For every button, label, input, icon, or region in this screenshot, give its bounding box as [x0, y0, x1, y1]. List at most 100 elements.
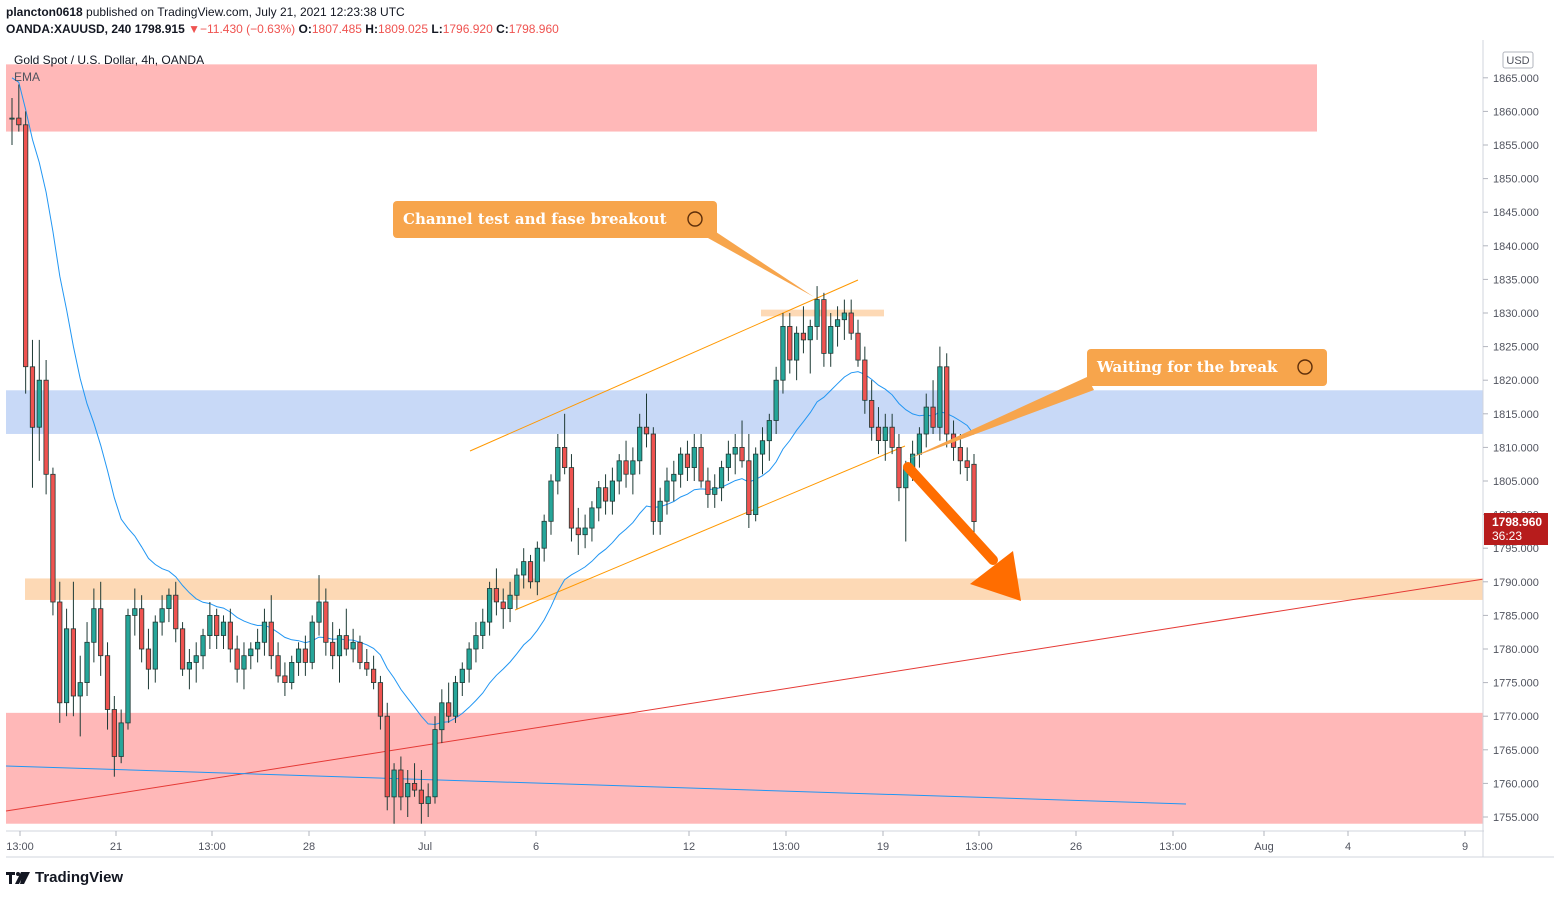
- callouts-layer: Channel test and fase breakout Waiting f…: [393, 201, 1327, 601]
- candle: [766, 413, 772, 461]
- candle: [370, 655, 377, 690]
- candle-body: [691, 446, 697, 468]
- publisher-name[interactable]: plancton0618: [6, 5, 83, 19]
- candle: [77, 655, 83, 737]
- channel-lower-line[interactable]: [514, 445, 906, 611]
- candle-body: [439, 702, 445, 731]
- callout-2-pointer: [908, 377, 1094, 459]
- candle: [828, 313, 834, 367]
- candle: [705, 467, 711, 508]
- candle: [132, 588, 138, 636]
- callout-2-box[interactable]: [1087, 349, 1327, 386]
- resistance-zone[interactable]: [6, 390, 1483, 434]
- price-tick-label: 1830.000: [1493, 308, 1539, 320]
- candle-body: [678, 453, 684, 475]
- candle: [357, 635, 363, 670]
- bar-countdown: 36:23: [1492, 529, 1522, 543]
- candle: [309, 615, 315, 670]
- candle-body: [473, 635, 479, 650]
- candle-body: [370, 668, 377, 684]
- candle-body: [957, 446, 963, 462]
- candle-body: [596, 487, 602, 509]
- candle: [841, 299, 847, 340]
- channel-upper-line[interactable]: [469, 279, 859, 452]
- symbol-header: OANDA:XAUUSD, 240 1798.915 ▼−11.430 (−0.…: [6, 22, 559, 36]
- candle: [971, 454, 977, 536]
- candle: [446, 682, 452, 723]
- candle-body: [800, 332, 807, 341]
- candle: [739, 420, 745, 468]
- candle-body: [937, 366, 943, 428]
- candle-body: [773, 379, 779, 421]
- callout-1-pointer: [690, 228, 814, 297]
- candle: [377, 675, 384, 730]
- candle-body: [718, 467, 725, 489]
- time-axis[interactable]: 13:00 21 13:00 28 Jul 6 12 13:00 19 13:00 26 13:00 A…: [6, 830, 1554, 858]
- candle-body: [139, 608, 145, 650]
- chart-legend-title: Gold Spot / U.S. Dollar, 4h, OANDA: [14, 53, 205, 67]
- candle-body: [841, 312, 847, 321]
- support-zone[interactable]: [25, 578, 1483, 600]
- price-tick-label: 1755.000: [1493, 812, 1539, 824]
- candle-body: [125, 615, 131, 724]
- candle: [466, 642, 472, 683]
- price-tick-label: 1810.000: [1493, 442, 1539, 454]
- candle-body: [821, 299, 827, 354]
- candle-body: [186, 662, 192, 670]
- candle-body: [930, 406, 936, 428]
- price-axis[interactable]: 1755.000 1760.000 1765.000 1770.000 1775.000…: [1482, 40, 1560, 857]
- callout-1-box[interactable]: [393, 201, 717, 238]
- candle-body: [432, 729, 438, 798]
- publish-header: plancton0618 published on TradingView.co…: [6, 5, 405, 19]
- candle: [418, 770, 424, 824]
- candle: [896, 434, 902, 502]
- candle-body: [350, 641, 356, 650]
- ema-indicator-label[interactable]: EMA: [14, 70, 41, 84]
- candle-body: [616, 460, 622, 482]
- candle: [834, 306, 841, 347]
- candle: [787, 313, 793, 374]
- candle: [534, 541, 540, 596]
- candle: [179, 622, 186, 676]
- candle-body: [514, 574, 520, 596]
- price-tick-label: 1840.000: [1493, 241, 1539, 253]
- time-tick-label: 13:00: [965, 841, 993, 853]
- candle-body: [746, 460, 752, 515]
- candle-body: [391, 769, 397, 798]
- price-change: −11.430 (−0.63%): [200, 22, 296, 36]
- candle: [643, 393, 650, 448]
- candle: [923, 393, 929, 448]
- blue-trend-line[interactable]: [5, 765, 1187, 805]
- zones-layer: [6, 64, 1483, 824]
- candle: [712, 474, 718, 508]
- red-trend-line[interactable]: [5, 578, 1485, 812]
- callout-2-text: Waiting for the break: [1096, 358, 1278, 376]
- candle-body: [725, 453, 731, 468]
- candle-body: [377, 682, 384, 717]
- candle-body: [766, 420, 772, 442]
- time-tick-label: 13:00: [772, 841, 800, 853]
- candle-body: [759, 440, 766, 455]
- candle: [145, 628, 152, 690]
- demand-zone[interactable]: [6, 712, 1483, 824]
- candle-body: [43, 379, 49, 475]
- publish-info: published on TradingView.com, July 21, 2…: [86, 5, 405, 19]
- candle: [234, 635, 240, 683]
- candle-body: [405, 783, 411, 798]
- candle-body: [425, 796, 431, 804]
- symbol[interactable]: OANDA:XAUUSD, 240: [6, 22, 132, 36]
- candle: [295, 642, 302, 676]
- candle-body: [268, 621, 274, 657]
- time-tick-label: 13:00: [1159, 841, 1187, 853]
- candle: [166, 588, 172, 623]
- price-tick-label: 1805.000: [1493, 476, 1539, 488]
- candle-body: [384, 715, 390, 798]
- supply-zone[interactable]: [6, 64, 1317, 132]
- footer-brand[interactable]: TradingView: [6, 869, 123, 886]
- candle-body: [77, 682, 83, 697]
- ema-line[interactable]: [11, 77, 975, 726]
- candle: [807, 319, 813, 374]
- candle: [746, 434, 752, 528]
- candle: [316, 575, 322, 636]
